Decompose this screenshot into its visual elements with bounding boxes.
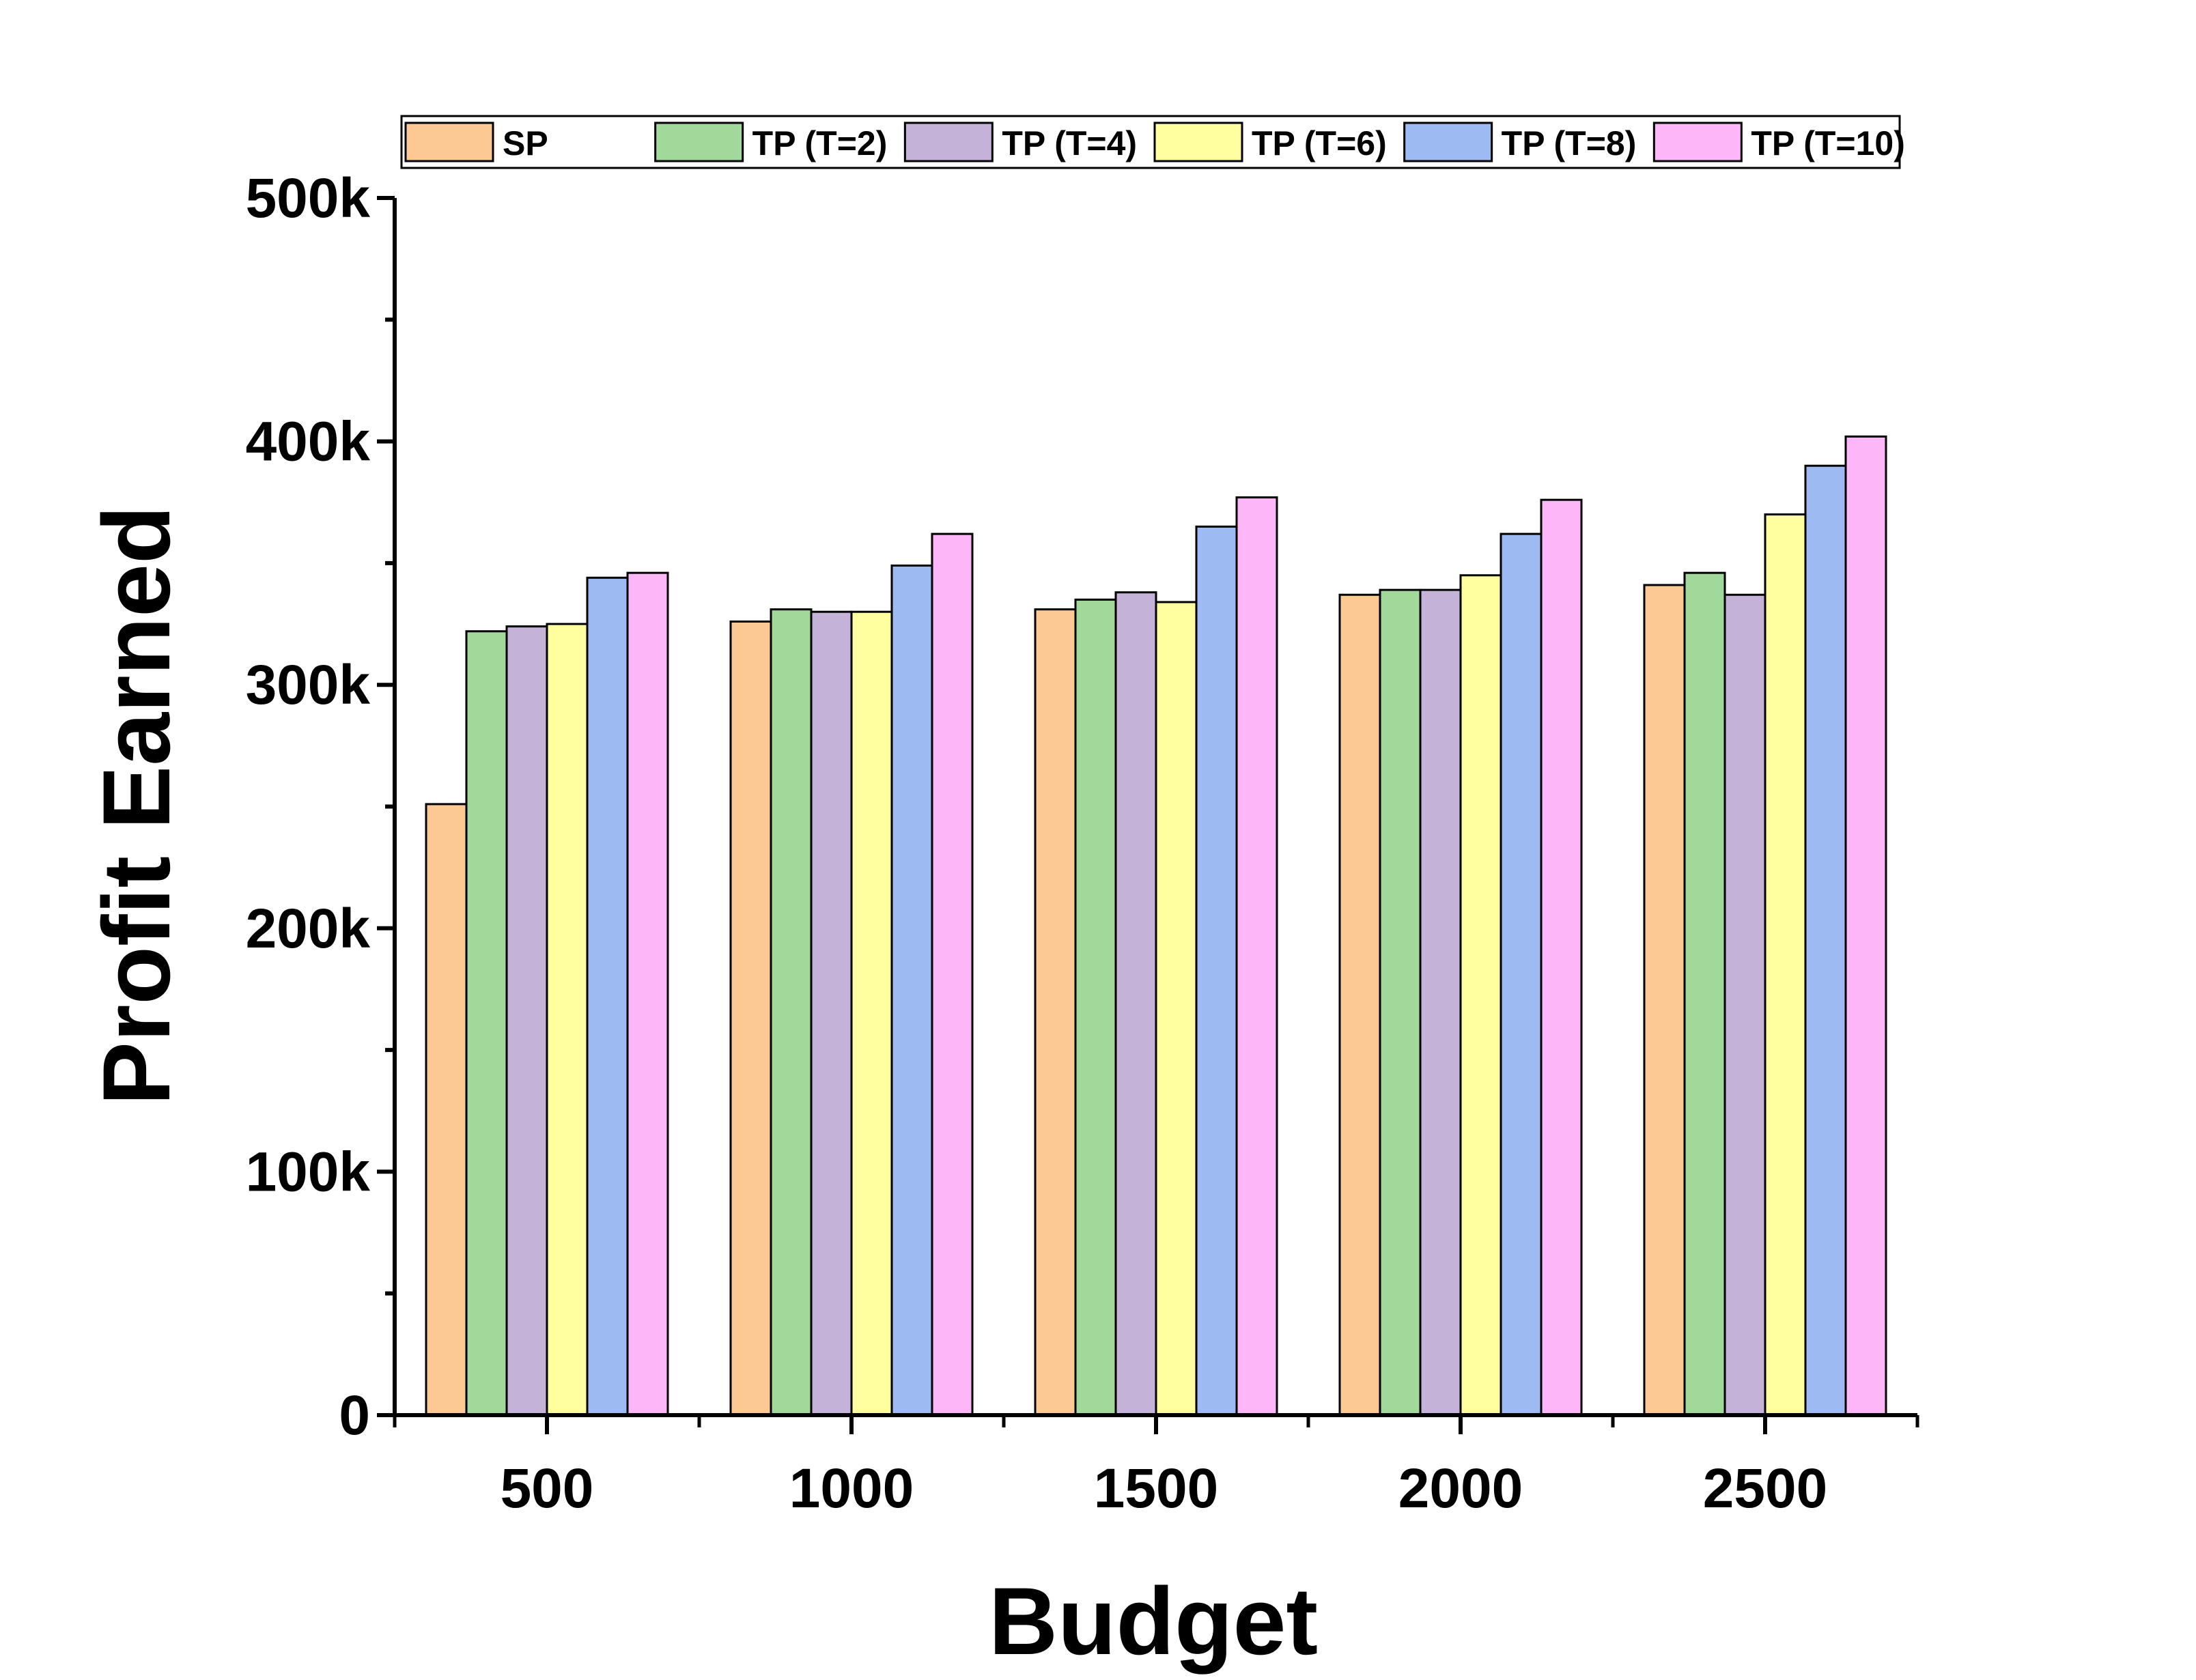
bar-tp-t-2-1000 [770,608,813,1416]
bar-tp-t-4-2500 [1723,593,1766,1416]
x-tick-label: 500 [501,1457,594,1520]
bar-tp-t-8-2500 [1804,464,1847,1416]
legend-swatch [903,122,994,162]
x-tick-label: 2000 [1398,1457,1523,1520]
legend-label: TP (T=4) [1002,124,1137,162]
y-tick-label: 0 [339,1384,370,1447]
bar-tp-t-8-500 [586,576,629,1416]
bar-tp-t-6-1000 [850,610,893,1416]
legend-label: TP (T=8) [1502,124,1637,162]
bar-tp-t-10-500 [626,571,669,1416]
bar-tp-t-4-1500 [1114,591,1157,1416]
bar-tp-t-6-2000 [1459,574,1502,1416]
bar-tp-t-6-2500 [1764,513,1807,1416]
bar-tp-t-10-1000 [931,532,974,1416]
x-tick-label: 1500 [1094,1457,1218,1520]
y-tick-label: 300k [246,654,371,716]
bar-sp-2500 [1643,584,1686,1416]
y-axis-title: Profit Earned [83,505,190,1105]
bar-tp-t-2-500 [465,630,508,1416]
legend-swatch [1153,122,1243,162]
bar-tp-t-4-2000 [1419,588,1462,1416]
legend-label: TP (T=2) [752,124,888,162]
x-axis-title: Budget [989,1567,1318,1675]
bar-tp-t-6-500 [546,623,589,1416]
bar-tp-t-10-2000 [1540,498,1583,1416]
x-tick-label: 1000 [789,1457,914,1520]
bars [425,435,1887,1416]
bar-tp-t-2-2500 [1683,571,1726,1416]
legend-swatch [654,122,744,162]
y-axis-ticks: 0 100k 200k 300k 400k 500k [246,167,395,1447]
y-tick-label: 400k [246,411,371,473]
bar-tp-t-4-500 [505,625,548,1416]
bar-tp-t-6-1500 [1155,601,1198,1416]
bar-sp-500 [425,803,468,1416]
y-tick-label: 200k [246,898,371,960]
legend-box [400,115,1901,169]
bar-tp-t-8-2000 [1500,532,1543,1416]
x-axis-ticks: 500 1000 1500 2000 2500 [393,1415,1919,1520]
legend-label: TP (T=6) [1252,124,1387,162]
bar-sp-2000 [1338,593,1381,1416]
legend-label: TP (T=10) [1751,124,1905,162]
bar-tp-t-2-1500 [1074,598,1117,1416]
y-tick-label: 500k [246,167,371,229]
legend-swatch [404,122,494,162]
bar-tp-t-10-2500 [1844,435,1887,1416]
bar-sp-1500 [1034,608,1077,1416]
legend-label: SP [503,124,548,162]
x-tick-label: 2500 [1703,1457,1827,1520]
bar-sp-1000 [729,620,772,1416]
y-tick-label: 100k [246,1141,371,1203]
legend-swatch [1652,122,1743,162]
legend: SP TP (T=2) TP (T=4) TP (T=6) TP (T=8) TP (T=… [400,115,1905,169]
legend-swatch [1403,122,1493,162]
bar-tp-t-8-1500 [1195,525,1238,1416]
bar-tp-t-2-2000 [1379,588,1422,1416]
bar-tp-t-10-1500 [1235,496,1278,1416]
bar-tp-t-4-1000 [810,610,853,1416]
bar-tp-t-8-1000 [890,564,933,1416]
